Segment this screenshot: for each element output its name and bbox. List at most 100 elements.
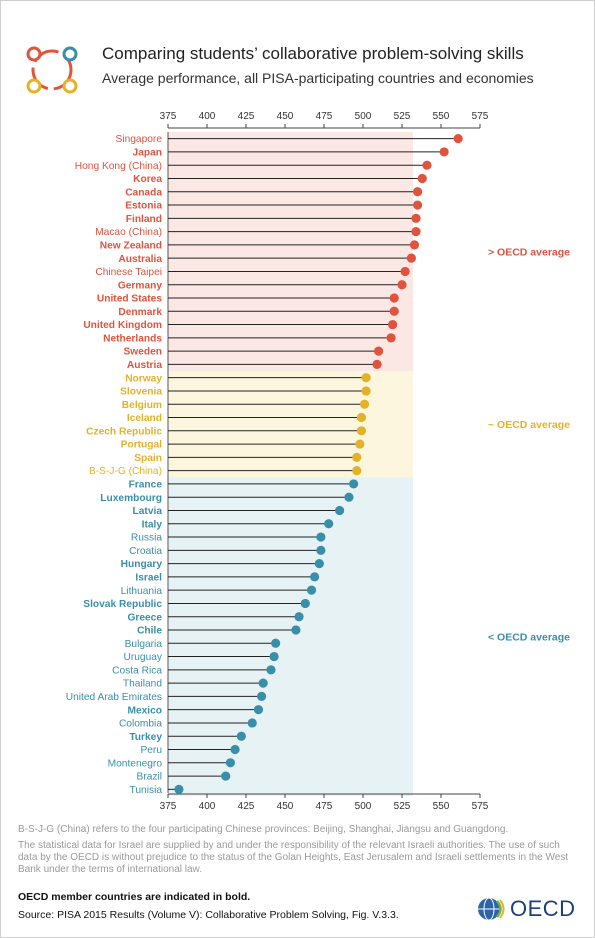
- country-label-18: Norway: [125, 373, 162, 384]
- point-1: [439, 147, 449, 157]
- country-label-34: Lithuania: [121, 586, 163, 597]
- country-label-28: Latvia: [133, 506, 163, 517]
- point-4: [413, 187, 423, 197]
- country-label-35: Slovak Republic: [83, 599, 162, 610]
- point-10: [400, 266, 410, 277]
- point-15: [386, 333, 396, 343]
- point-17: [372, 359, 382, 369]
- point-31: [316, 545, 326, 555]
- country-label-0: Singapore: [116, 134, 163, 145]
- point-34: [306, 585, 317, 595]
- bottom-tick-label-400: 400: [199, 801, 216, 812]
- point-40: [266, 665, 276, 675]
- israel-note: The statistical data for Israel are supp…: [18, 840, 569, 875]
- country-label-26: France: [129, 480, 163, 491]
- point-0: [453, 134, 463, 144]
- oecd-logo: OECD: [476, 894, 576, 924]
- point-47: [225, 758, 235, 768]
- point-46: [230, 744, 240, 755]
- point-20: [359, 399, 370, 409]
- chart-subtitle: Average performance, all PISA-participat…: [102, 70, 534, 86]
- bottom-tick-label-375: 375: [160, 801, 177, 812]
- country-label-36: Greece: [127, 612, 162, 623]
- country-label-23: Portugal: [121, 440, 162, 451]
- point-35: [300, 598, 310, 609]
- bottom-tick-label-500: 500: [355, 801, 372, 812]
- point-12: [389, 293, 399, 303]
- point-49: [174, 784, 184, 794]
- point-8: [409, 240, 420, 250]
- country-label-47: Montenegro: [108, 758, 163, 769]
- country-label-3: Korea: [133, 174, 162, 185]
- country-label-43: Mexico: [127, 705, 162, 716]
- top-tick-label-500: 500: [355, 111, 372, 122]
- point-43: [253, 705, 264, 715]
- chart-title: Comparing students’ collaborative proble…: [102, 44, 524, 63]
- country-label-9: Australia: [118, 254, 162, 265]
- country-label-21: Iceland: [127, 413, 162, 424]
- country-label-42: United Arab Emirates: [66, 692, 162, 703]
- point-28: [335, 505, 345, 516]
- country-label-22: Czech Republic: [86, 426, 162, 437]
- top-tick-label-450: 450: [277, 111, 294, 122]
- band-above: [168, 132, 413, 372]
- top-tick-label-400: 400: [199, 111, 216, 122]
- group-label-below: < OECD average: [488, 632, 570, 644]
- country-label-24: Spain: [134, 453, 162, 464]
- country-label-20: Belgium: [122, 400, 162, 411]
- country-label-19: Slovenia: [120, 387, 162, 398]
- country-label-13: Denmark: [118, 307, 162, 318]
- point-42: [257, 691, 267, 702]
- bottom-tick-label-575: 575: [472, 801, 489, 812]
- country-label-33: Israel: [135, 572, 162, 583]
- point-36: [294, 612, 304, 622]
- country-label-16: Sweden: [124, 347, 163, 358]
- country-label-7: Macao (China): [95, 227, 162, 238]
- country-label-1: Japan: [133, 148, 162, 159]
- point-30: [316, 532, 326, 542]
- point-24: [352, 452, 362, 462]
- band-below: [168, 477, 413, 796]
- group-label-above: > OECD average: [488, 247, 570, 259]
- point-14: [388, 319, 398, 330]
- country-label-32: Hungary: [121, 559, 163, 570]
- country-label-49: Tunisia: [130, 785, 163, 796]
- point-48: [221, 771, 231, 781]
- bold-note: OECD member countries are indicated in b…: [18, 891, 251, 903]
- point-38: [271, 638, 281, 648]
- top-tick-label-475: 475: [316, 111, 333, 122]
- country-label-31: Croatia: [129, 546, 162, 557]
- bottom-tick-label-525: 525: [394, 801, 411, 812]
- country-label-38: Bulgaria: [125, 639, 163, 650]
- country-label-4: Canada: [125, 187, 162, 198]
- group-label-similar: ~ OECD average: [488, 419, 570, 431]
- country-label-8: New Zealand: [100, 240, 162, 251]
- point-5: [413, 200, 423, 210]
- point-44: [247, 718, 257, 728]
- top-tick-label-575: 575: [472, 111, 489, 122]
- bottom-tick-label-450: 450: [277, 801, 294, 812]
- point-21: [356, 412, 367, 423]
- point-19: [361, 386, 371, 396]
- bottom-tick-label-425: 425: [238, 801, 255, 812]
- country-label-41: Thailand: [123, 679, 162, 690]
- point-6: [411, 213, 421, 223]
- country-label-40: Costa Rica: [112, 665, 162, 676]
- lollipop-chart: > OECD average ~ OECD average < OECD avera…: [66, 111, 570, 812]
- country-label-14: United Kingdom: [83, 320, 162, 331]
- top-tick-label-375: 375: [160, 111, 177, 122]
- point-13: [389, 306, 399, 316]
- point-23: [355, 439, 365, 449]
- point-41: [258, 678, 268, 688]
- country-label-5: Estonia: [125, 201, 162, 212]
- country-label-25: B-S-J-G (China): [89, 466, 162, 477]
- top-tick-label-525: 525: [394, 111, 411, 122]
- country-label-29: Italy: [142, 519, 163, 530]
- country-label-48: Brazil: [137, 772, 162, 783]
- country-label-46: Peru: [140, 745, 162, 756]
- point-3: [417, 173, 427, 184]
- country-label-6: Finland: [126, 214, 162, 225]
- point-29: [324, 519, 334, 529]
- band-similar: [168, 371, 413, 478]
- bottom-tick-label-550: 550: [433, 801, 450, 812]
